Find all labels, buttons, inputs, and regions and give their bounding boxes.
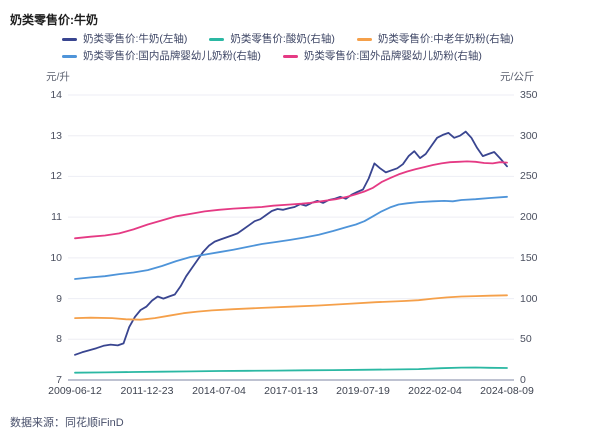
legend-label: 奶类零售价:国内品牌婴幼儿奶粉(右轴) bbox=[83, 50, 261, 62]
legend-swatch-icon bbox=[62, 54, 77, 58]
left-axis-unit: 元/升 bbox=[46, 71, 70, 83]
legend-label: 奶类零售价:国外品牌婴幼儿奶粉(右轴) bbox=[303, 50, 482, 62]
legend-swatch-icon bbox=[356, 37, 372, 41]
x-tick-label: 2019-07-19 bbox=[336, 385, 390, 397]
legend-swatch-icon bbox=[62, 37, 77, 41]
left-tick-label: 13 bbox=[50, 129, 62, 142]
x-tick-label: 2014-07-04 bbox=[192, 385, 246, 397]
series-line-2 bbox=[74, 294, 508, 321]
legend: 奶类零售价:牛奶(左轴) 奶类零售价:酸奶(右轴) 奶类零售价:中老年奶粉(右轴) 奶… bbox=[62, 33, 542, 62]
right-tick-label: 0 bbox=[520, 374, 526, 386]
data-source: 数据来源：同花顺iFinD bbox=[10, 417, 124, 429]
right-axis-unit: 元/公斤 bbox=[500, 71, 535, 83]
right-tick-label: 50 bbox=[520, 333, 532, 346]
legend-label: 奶类零售价:酸奶(右轴) bbox=[230, 33, 335, 45]
legend-item-2[interactable]: 奶类零售价:中老年奶粉(右轴) bbox=[356, 33, 514, 45]
left-tick-label: 12 bbox=[50, 170, 62, 183]
legend-item-4[interactable]: 奶类零售价:国外品牌婴幼儿奶粉(右轴) bbox=[282, 50, 482, 62]
legend-item-0[interactable]: 奶类零售价:牛奶(左轴) bbox=[62, 33, 187, 45]
right-tick-label: 100 bbox=[520, 292, 538, 305]
left-tick-label: 9 bbox=[56, 292, 62, 305]
x-tick-label: 2017-01-13 bbox=[264, 385, 318, 397]
x-tick-label: 2024-08-09 bbox=[480, 385, 534, 397]
legend-swatch-icon bbox=[209, 37, 225, 41]
right-tick-label: 200 bbox=[520, 211, 538, 224]
right-tick-label: 250 bbox=[520, 170, 538, 183]
legend-item-3[interactable]: 奶类零售价:国内品牌婴幼儿奶粉(右轴) bbox=[62, 50, 261, 62]
right-tick-label: 300 bbox=[520, 129, 538, 142]
x-tick-label: 2011-12-23 bbox=[120, 385, 174, 397]
left-tick-label: 14 bbox=[50, 89, 62, 101]
series-line-4 bbox=[74, 160, 508, 240]
right-tick-label: 350 bbox=[520, 89, 538, 101]
right-tick-label: 150 bbox=[520, 251, 538, 264]
x-tick-label: 2009-06-12 bbox=[48, 385, 102, 397]
x-tick-label: 2022-02-04 bbox=[408, 385, 462, 397]
left-tick-label: 10 bbox=[50, 251, 62, 264]
legend-label: 奶类零售价:中老年奶粉(右轴) bbox=[377, 33, 514, 45]
legend-label: 奶类零售价:牛奶(左轴) bbox=[83, 33, 188, 45]
chart-title: 奶类零售价:牛奶 bbox=[10, 13, 98, 27]
left-tick-label: 7 bbox=[56, 374, 62, 386]
series-line-1 bbox=[74, 366, 508, 374]
left-tick-label: 11 bbox=[51, 211, 62, 224]
series-line-0 bbox=[74, 130, 508, 356]
left-tick-label: 8 bbox=[56, 333, 62, 346]
series-line-3 bbox=[74, 195, 508, 280]
legend-swatch-icon bbox=[282, 54, 298, 58]
legend-item-1[interactable]: 奶类零售价:酸奶(右轴) bbox=[209, 33, 335, 45]
